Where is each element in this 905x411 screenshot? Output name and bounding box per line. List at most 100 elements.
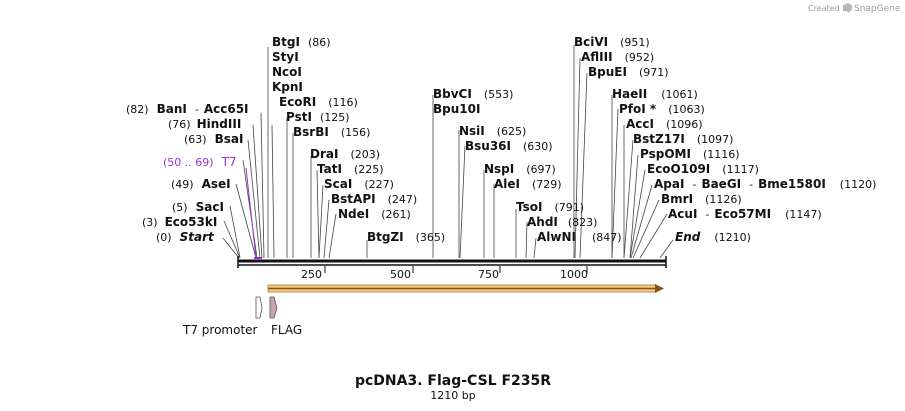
tick-label-750: 750 [478, 268, 499, 281]
svg-text:EcoO109I(1117): EcoO109I (1117) [647, 162, 759, 176]
svg-text:Bpu10I: Bpu10I [433, 102, 480, 116]
svg-text:(3)Eco53kI: (3) Eco53kI [142, 215, 217, 229]
site-bcivi[interactable]: BciVI (951) [574, 35, 650, 49]
site-pfoi[interactable]: PfoI * (1063) [619, 102, 705, 116]
svg-text:BsrBI(156): BsrBI (156) [293, 125, 370, 139]
site-bpu10i[interactable]: Bpu10I [433, 102, 480, 116]
tick-label-500: 500 [390, 268, 411, 281]
svg-text:DraI(203): DraI (203) [310, 147, 380, 161]
site-bsu36i[interactable]: Bsu36I (630) [465, 139, 553, 153]
site-asei[interactable]: (49) AseI [171, 177, 231, 191]
svg-text:TatI(225): TatI (225) [317, 162, 384, 176]
tick-label-1000: 1000 [560, 268, 588, 281]
svg-text:EcoRI(116): EcoRI (116) [279, 95, 358, 109]
svg-text:NspI(697): NspI (697) [484, 162, 556, 176]
site-ecori[interactable]: EcoRI (116) [279, 95, 358, 109]
credit-brand: SnapGene [854, 4, 901, 14]
snapgene-credit: Created by SnapGene [808, 3, 901, 14]
site-bsrbi[interactable]: BsrBI (156) [293, 125, 370, 139]
site-nsii[interactable]: NsiI (625) [459, 124, 526, 138]
svg-text:BtgZI(365): BtgZI (365) [367, 230, 445, 244]
svg-text:Bsu36I(630): Bsu36I (630) [465, 139, 553, 153]
svg-text:BstZ17I(1097): BstZ17I (1097) [633, 132, 733, 146]
site-bbvci[interactable]: BbvCI (553) [433, 87, 513, 101]
svg-text:(50 .. 69)T7: (50 .. 69) T7 [163, 155, 237, 169]
svg-text:End(1210): End (1210) [675, 230, 751, 244]
svg-text:StyI: StyI [272, 50, 299, 64]
t7-promoter-arrow-icon [255, 296, 263, 319]
site-nspi[interactable]: NspI (697) [484, 162, 556, 176]
svg-text:ScaI(227): ScaI (227) [324, 177, 394, 191]
svg-text:NcoI: NcoI [272, 65, 302, 79]
site-afliii[interactable]: AflIII (952) [581, 50, 654, 64]
svg-text:PspOMI(1116): PspOMI (1116) [640, 147, 740, 161]
site-bsai[interactable]: (63) BsaI [184, 132, 243, 146]
svg-text:KpnI: KpnI [272, 80, 303, 94]
site-bmri[interactable]: BmrI (1126) [661, 192, 742, 206]
site-ecoo109i[interactable]: EcoO109I (1117) [647, 162, 759, 176]
site-pspomi[interactable]: PspOMI (1116) [640, 147, 740, 161]
feature-label-flag: FLAG [271, 323, 302, 337]
site-hindiii[interactable]: (76) HindIII [168, 117, 241, 131]
site-ndei[interactable]: NdeI (261) [338, 207, 411, 221]
site-ncoi[interactable]: NcoI [272, 65, 302, 79]
svg-text:NsiI(625): NsiI (625) [459, 124, 526, 138]
map-length: 1210 bp [430, 389, 475, 402]
site-apai[interactable]: ApaI - BaeGI - Bme1580I (1120) [654, 177, 876, 191]
site-start[interactable]: (0) Start [156, 230, 215, 244]
site-btgzi[interactable]: BtgZI (365) [367, 230, 445, 244]
svg-text:BstAPI(247): BstAPI (247) [331, 192, 417, 206]
site-t7[interactable]: (50 .. 69) T7 [163, 155, 237, 169]
svg-text:AccI(1096): AccI (1096) [626, 117, 703, 131]
svg-text:(76)HindIII: (76) HindIII [168, 117, 241, 131]
site-bpuei[interactable]: BpuEI (971) [588, 65, 669, 79]
site-btgi[interactable]: BtgI (86) [272, 35, 331, 49]
svg-text:PstI(125): PstI (125) [286, 110, 350, 124]
svg-text:AlwNI(847): AlwNI (847) [537, 230, 622, 244]
site-haeii[interactable]: HaeII (1061) [612, 87, 698, 101]
svg-text:BbvCI(553): BbvCI (553) [433, 87, 513, 101]
site-acui[interactable]: AcuI - Eco57MI (1147) [668, 207, 822, 221]
orf-arrow [267, 284, 664, 293]
site-end[interactable]: End (1210) [675, 230, 751, 244]
site-alei[interactable]: AleI (729) [494, 177, 562, 191]
site-drai[interactable]: DraI (203) [310, 147, 380, 161]
svg-text:(63)BsaI: (63) BsaI [184, 132, 243, 146]
site-bstapi[interactable]: BstAPI (247) [331, 192, 417, 206]
svg-text:PfoI *(1063): PfoI * (1063) [619, 102, 705, 116]
svg-text:ApaI-BaeGI-Bme1580I(1120): ApaI - BaeGI - Bme1580I (1120) [654, 177, 876, 191]
site-bani[interactable]: (82) BanI - Acc65I [126, 102, 249, 116]
ruler: 250 500 750 1000 [301, 266, 588, 281]
feature-flag: FLAG [269, 296, 302, 337]
svg-text:BpuEI(971): BpuEI (971) [588, 65, 669, 79]
svg-text:NdeI(261): NdeI (261) [338, 207, 411, 221]
svg-text:AhdI(823): AhdI (823) [527, 215, 597, 229]
svg-text:BmrI(1126): BmrI (1126) [661, 192, 742, 206]
site-tati[interactable]: TatI (225) [317, 162, 384, 176]
site-psti[interactable]: PstI (125) [286, 110, 350, 124]
site-ahdi[interactable]: AhdI (823) [527, 215, 597, 229]
svg-text:(82)BanI-Acc65I: (82) BanI - Acc65I [126, 102, 249, 116]
site-styi[interactable]: StyI [272, 50, 299, 64]
svg-text:TsoI(791): TsoI (791) [516, 200, 584, 214]
site-scai[interactable]: ScaI (227) [324, 177, 394, 191]
site-alwni[interactable]: AlwNI (847) [537, 230, 622, 244]
site-eco53ki[interactable]: (3) Eco53kI [142, 215, 217, 229]
svg-text:(0)Start: (0) Start [156, 230, 215, 244]
site-tsoi[interactable]: TsoI (791) [516, 200, 584, 214]
credit-text: Created by [808, 4, 852, 13]
t7-leader-line [245, 167, 257, 259]
site-bstz17i[interactable]: BstZ17I (1097) [633, 132, 733, 146]
svg-text:HaeII(1061): HaeII (1061) [612, 87, 698, 101]
svg-text:AleI(729): AleI (729) [494, 177, 562, 191]
feature-label-t7-promoter: T7 promoter [182, 323, 258, 337]
site-saci[interactable]: (5) SacI [172, 200, 224, 214]
svg-text:AcuI-Eco57MI(1147): AcuI - Eco57MI (1147) [668, 207, 822, 221]
site-kpni[interactable]: KpnI [272, 80, 303, 94]
backbone [237, 256, 667, 268]
snapgene-logo-icon [844, 3, 852, 12]
map-title: pcDNA3. Flag-CSL F235R [355, 373, 551, 389]
site-acci[interactable]: AccI (1096) [626, 117, 703, 131]
feature-t7-promoter: T7 promoter [182, 296, 263, 337]
svg-text:AflIII(952): AflIII (952) [581, 50, 654, 64]
